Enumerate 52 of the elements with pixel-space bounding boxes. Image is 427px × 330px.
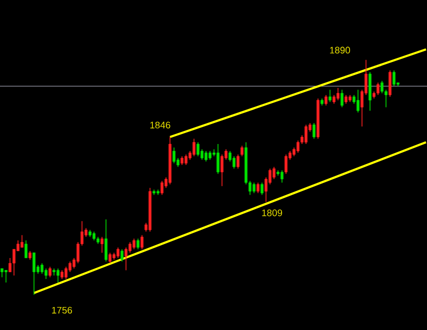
- candlestick: [216, 144, 220, 174]
- candlestick: [64, 266, 68, 280]
- candlestick: [280, 170, 284, 183]
- candlestick: [296, 140, 300, 154]
- candlestick: [376, 82, 380, 96]
- candlestick: [328, 89, 332, 102]
- text: 1890: [330, 46, 350, 54]
- candlestick: [260, 182, 264, 196]
- candlestick: [24, 240, 28, 258]
- candlestick: [100, 236, 104, 254]
- candlestick: [48, 266, 52, 278]
- candlestick: [324, 94, 328, 106]
- candlestick: [160, 180, 164, 196]
- candlestick: [124, 247, 128, 271]
- candlestick: [252, 182, 256, 194]
- candlestick: [184, 154, 188, 166]
- candlestick: [356, 89, 360, 113]
- candlestick: [240, 145, 244, 157]
- candlestick: [128, 242, 132, 254]
- candlestick: [284, 154, 288, 174]
- candlestick: [108, 252, 112, 264]
- candlestick: [120, 248, 124, 262]
- candlestick: [192, 138, 196, 157]
- candlestick: [172, 147, 176, 164]
- candlestick: [232, 156, 236, 169]
- candlestick: [140, 234, 144, 250]
- candlestick: [132, 238, 136, 250]
- candlestick: [380, 80, 384, 94]
- candlestick: [388, 70, 392, 98]
- annotation: 1846: [150, 122, 170, 128]
- candlestick: [136, 238, 140, 250]
- annotation: 1809: [262, 210, 282, 216]
- candlestick: [340, 89, 344, 108]
- candlestick: [236, 154, 240, 169]
- candlestick: [56, 268, 60, 283]
- candlestick: [220, 154, 224, 186]
- candlestick: [40, 262, 44, 274]
- candlestick: [104, 218, 108, 262]
- candlestick: [256, 182, 260, 194]
- candlestick: [32, 252, 36, 296]
- candlestick: [272, 166, 276, 180]
- candlestick: [196, 142, 200, 157]
- candlestick: [304, 124, 308, 144]
- candlestick: [312, 122, 316, 140]
- candlestick: [204, 150, 208, 162]
- candlestick: [20, 234, 24, 248]
- candlestick: [44, 268, 48, 280]
- text: 1756: [52, 306, 72, 314]
- candlestick: [116, 247, 120, 258]
- candlestick: [4, 270, 8, 283]
- candlestick: [336, 88, 340, 101]
- candlestick: [392, 70, 396, 87]
